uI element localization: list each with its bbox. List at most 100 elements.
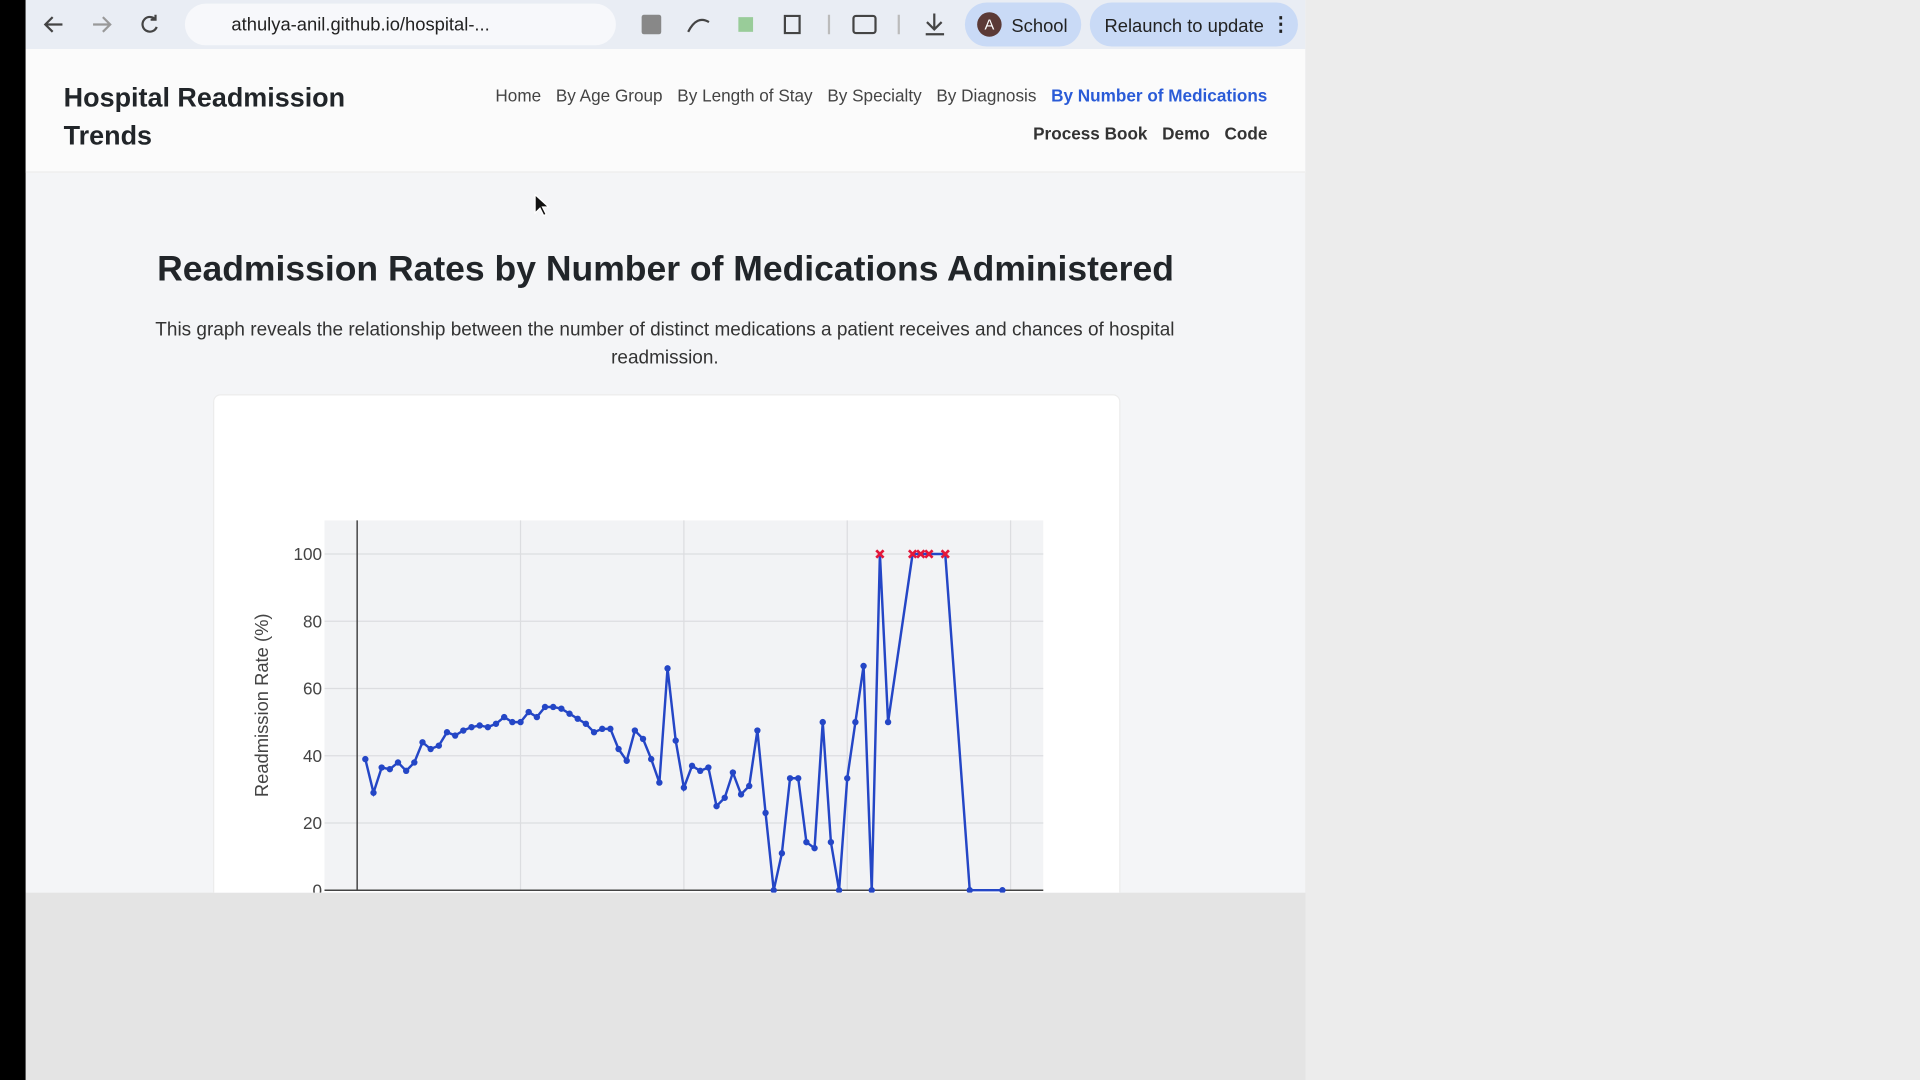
point [966,887,973,893]
peak-marker [924,549,934,559]
point [394,759,402,766]
point [999,887,1006,893]
nav-link-active[interactable]: By Number of Medications [1051,85,1268,106]
point [362,755,369,763]
point [762,809,769,817]
point [419,739,426,746]
peak-marker [940,549,950,559]
chart: Readmission Rate (%) 0 20 40 60 80 100 [251,520,1044,893]
point [721,794,728,801]
point [803,838,810,846]
point [435,742,443,749]
forward-icon[interactable] [93,16,112,33]
extension-icon[interactable] [738,17,754,32]
y-axis-label: Readmission Rate (%) [251,613,272,797]
point [737,791,745,798]
point [484,723,492,731]
y-tick-label: 0 [313,880,323,892]
point [550,703,557,711]
point [811,844,818,852]
peak-marker [907,549,918,559]
point [835,887,843,893]
point [509,718,516,726]
point [729,769,737,776]
point [664,665,671,672]
point [492,720,500,727]
point [451,732,459,739]
point [705,764,712,771]
cursor [534,193,551,217]
point [688,762,696,770]
point [411,759,418,766]
point [852,718,859,726]
reload-icon[interactable] [141,14,158,33]
nav-link[interactable]: Demo [1162,123,1210,144]
profile-name: School [1011,15,1068,37]
point [468,723,475,731]
point [590,729,598,736]
download-icon[interactable] [925,13,945,36]
point [599,725,606,733]
point [697,767,704,775]
point [623,757,630,764]
point [558,705,565,712]
relaunch-button[interactable]: Relaunch to update ⋮ [1089,2,1298,47]
screen-edge [0,0,26,1080]
nav-link[interactable]: By Specialty [827,85,922,106]
point [370,789,377,796]
extension-icon[interactable] [641,14,662,35]
browser-window: athulya-anil.github.io/hospital-... A Sch… [25,0,1306,893]
point [778,850,786,857]
extensions-icon[interactable] [783,14,801,35]
point [680,784,688,791]
nav-link[interactable]: Process Book [1033,123,1148,144]
point [517,718,524,726]
nav-link[interactable]: By Diagnosis [936,85,1037,106]
profile-avatar: A [977,12,1002,37]
point [402,767,410,775]
desktop [25,892,1306,1080]
y-tick-label: 40 [303,746,322,766]
chart-card: Readmission Rate (%) 0 20 40 60 80 100 [213,394,1121,893]
point [443,729,451,736]
toolbar-icons [43,10,945,37]
point [574,715,581,722]
relaunch-text: Relaunch to update [1104,15,1264,37]
address-bar[interactable]: athulya-anil.github.io/hospital-... [184,3,616,46]
point [770,887,777,893]
point [648,755,655,763]
back-icon[interactable] [43,16,63,33]
point [656,779,663,786]
point [754,727,761,734]
page-description: This graph reveals the relationship betw… [155,319,1175,369]
profile-button[interactable]: A School [964,2,1082,47]
nav-link[interactable]: By Length of Stay [677,85,813,106]
url-text: athulya-anil.github.io/hospital-... [231,14,490,36]
extension-icon[interactable] [687,18,710,33]
point [460,727,467,734]
point [501,713,508,721]
peak-marker [916,549,926,559]
point [713,802,720,810]
point [615,745,622,753]
nav-link[interactable]: Code [1224,123,1268,144]
point [819,718,826,726]
point [541,703,549,711]
point [844,775,851,782]
y-tick-label: 20 [303,813,322,833]
nav-link[interactable]: Home [495,85,542,106]
point [827,838,835,846]
nav-link[interactable]: By Age Group [555,85,663,106]
y-tick-label: 60 [303,679,322,699]
point [476,722,483,729]
page-heading: Readmission Rates by Number of Medicatio… [157,249,1174,289]
site-header: Hospital Readmission Trends Home By Age … [25,48,1306,173]
site-title[interactable]: Hospital Readmission Trends [63,82,346,151]
tab-search-icon[interactable] [852,14,877,35]
point [378,764,385,771]
menu-icon[interactable]: ⋮ [1271,14,1291,36]
point [631,727,639,734]
browser-toolbar: athulya-anil.github.io/hospital-... A Sch… [25,0,1306,49]
point [746,782,753,790]
